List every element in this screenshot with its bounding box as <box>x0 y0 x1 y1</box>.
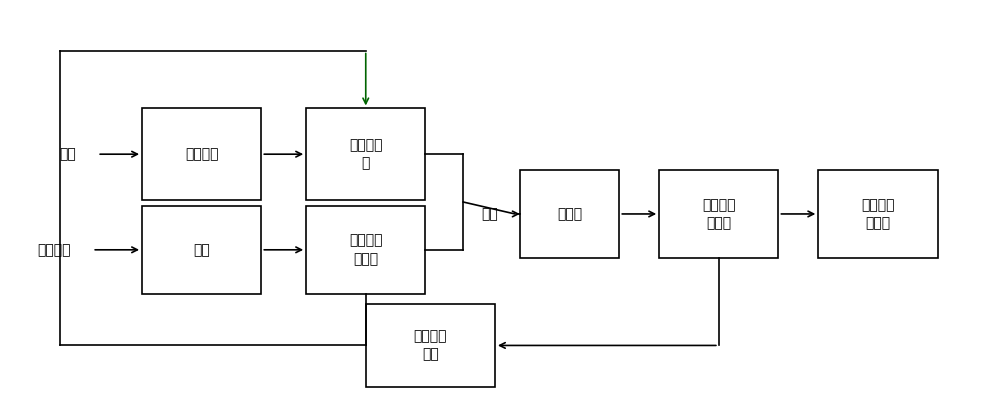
Bar <box>659 170 778 258</box>
Text: 智能调节
模块: 智能调节 模块 <box>414 329 447 362</box>
Bar <box>142 206 261 294</box>
Text: 第一温度
传感器: 第一温度 传感器 <box>349 234 382 266</box>
Text: 环境冷风: 环境冷风 <box>38 243 71 257</box>
Text: 新风: 新风 <box>482 207 498 221</box>
Bar <box>520 170 619 258</box>
Text: 热交换机: 热交换机 <box>185 147 218 161</box>
Text: 薄膜阀开
度: 薄膜阀开 度 <box>349 138 382 170</box>
Bar <box>306 108 425 200</box>
Text: 风门: 风门 <box>193 243 210 257</box>
Text: 第二温度
传感器: 第二温度 传感器 <box>702 198 736 230</box>
Bar <box>366 303 495 387</box>
Text: 润叶加料
机滚筒: 润叶加料 机滚筒 <box>861 198 895 230</box>
Bar <box>818 170 938 258</box>
Bar <box>142 108 261 200</box>
Text: 新风管: 新风管 <box>557 207 582 221</box>
Text: 蠹汽: 蠹汽 <box>59 147 76 161</box>
Bar <box>306 206 425 294</box>
